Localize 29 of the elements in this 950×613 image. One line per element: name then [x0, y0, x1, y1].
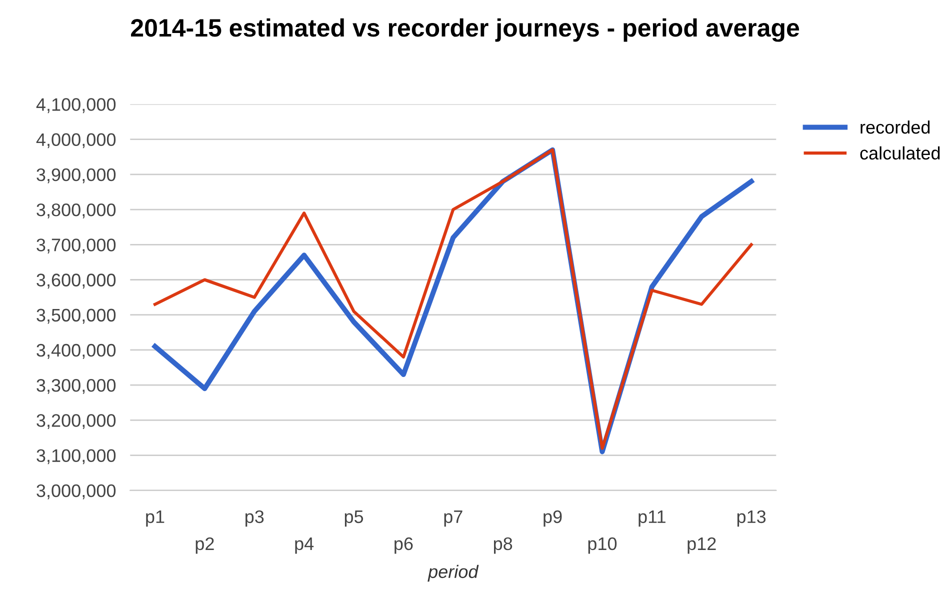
legend-label: calculated — [860, 146, 940, 160]
y-tick-label: 3,000,000 — [36, 484, 116, 500]
y-tick-label: 4,000,000 — [36, 133, 116, 148]
y-tick-label: 3,500,000 — [36, 308, 116, 324]
x-axis-title: period — [428, 564, 479, 582]
x-tick-label: p5 — [344, 510, 364, 527]
y-tick-label: 3,100,000 — [36, 449, 116, 464]
x-tick-label: p9 — [544, 510, 562, 527]
y-tick-label: 3,800,000 — [36, 203, 116, 218]
x-tick-label: p4 — [295, 538, 314, 554]
x-tick-label: p10 — [588, 537, 617, 554]
x-tick-label: p12 — [688, 537, 716, 554]
x-tick-label: p3 — [246, 510, 264, 527]
x-tick-label: p11 — [638, 510, 666, 527]
y-tick-label: 3,600,000 — [36, 274, 116, 289]
x-tick-label: p7 — [444, 510, 462, 527]
chart-title: 2014-15 estimated vs recorder journeys - period average — [131, 18, 800, 42]
y-tick-label: 3,300,000 — [36, 379, 116, 394]
legend-label: recorded — [860, 120, 930, 134]
y-tick-label: 3,700,000 — [36, 238, 116, 254]
x-tick-label: p13 — [737, 510, 766, 527]
x-tick-label: p8 — [494, 537, 512, 554]
x-tick-label: p1 — [146, 510, 164, 527]
x-tick-label: p2 — [196, 537, 214, 554]
y-tick-label: 3,200,000 — [36, 414, 116, 430]
y-tick-label: 3,400,000 — [36, 344, 116, 359]
x-tick-label: p6 — [394, 537, 413, 554]
y-tick-label: 3,900,000 — [36, 168, 116, 184]
y-tick-label: 4,100,000 — [36, 98, 116, 114]
